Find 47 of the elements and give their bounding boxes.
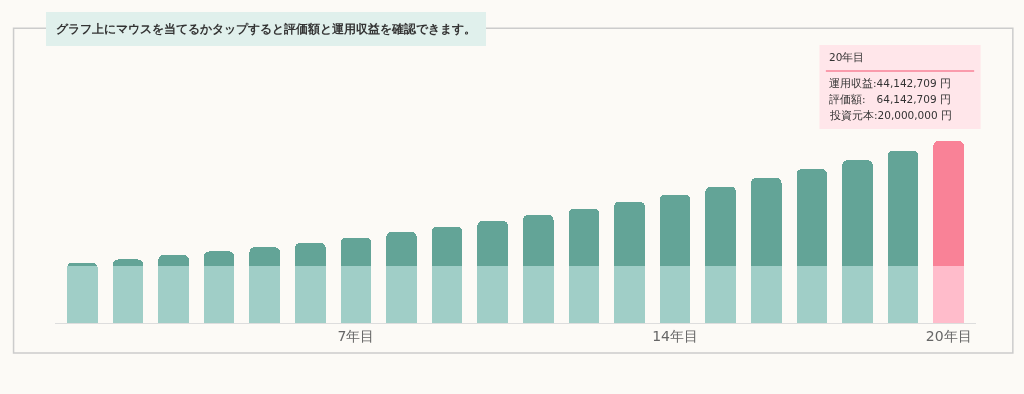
bar — [158, 254, 189, 267]
bar — [659, 266, 691, 323]
bar — [203, 251, 235, 267]
bar — [568, 266, 600, 323]
bar — [796, 169, 828, 267]
bar — [158, 266, 189, 323]
bar — [705, 266, 736, 323]
bar — [705, 186, 736, 267]
bar — [842, 266, 873, 323]
bar — [750, 266, 782, 323]
bar — [750, 177, 782, 267]
bar — [477, 220, 508, 267]
bar — [112, 266, 144, 323]
bar — [933, 141, 964, 267]
bar — [568, 208, 600, 267]
x-tick-label: 20年目 — [925, 327, 972, 344]
bar — [340, 237, 372, 267]
bar — [386, 266, 417, 323]
bar — [659, 194, 691, 267]
bar — [614, 201, 645, 267]
text: 20年目 — [829, 51, 865, 63]
bar — [614, 266, 645, 323]
bar — [796, 266, 828, 323]
text: グラフ上にマウスを当てるかタップすると評価額と運用収益を確認できます。 — [56, 22, 476, 36]
bar — [67, 266, 98, 323]
bar — [295, 266, 326, 323]
bar — [431, 226, 463, 267]
bar — [887, 266, 919, 323]
bar — [477, 266, 508, 323]
x-tick-label: 7年目 — [337, 327, 375, 344]
bar — [340, 266, 372, 323]
bar — [842, 160, 873, 267]
bar — [249, 266, 281, 323]
bar — [523, 266, 554, 323]
bar — [431, 266, 463, 323]
bar — [249, 247, 281, 267]
text: 投資元本:20,000,000 円 — [829, 109, 952, 121]
bar — [887, 150, 919, 267]
bar — [203, 266, 235, 323]
bar — [295, 242, 326, 267]
bar — [386, 232, 417, 267]
text: 評価額: 64,142,709 円 — [829, 93, 951, 105]
bar — [523, 214, 554, 267]
x-tick-label: 14年目 — [652, 327, 698, 344]
bar — [933, 266, 964, 323]
text: 運用収益:44,142,709 円 — [829, 77, 951, 89]
bar — [112, 259, 144, 267]
